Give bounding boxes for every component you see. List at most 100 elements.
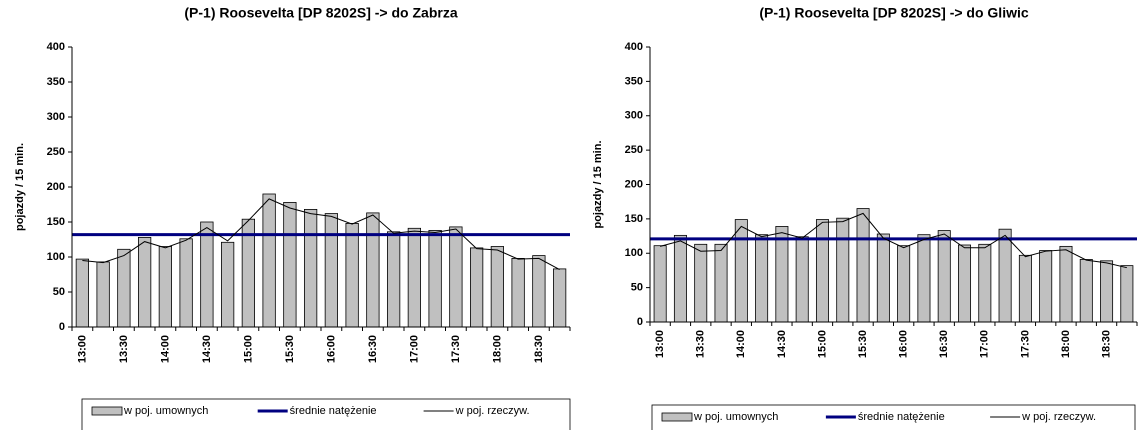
y-tick-label: 300 (625, 110, 643, 122)
y-tick-label: 300 (47, 111, 65, 123)
bar (653, 245, 667, 323)
x-tick-label: 13:30 (118, 335, 130, 363)
bar (1100, 260, 1114, 323)
x-tick-label: 15:00 (816, 330, 828, 358)
bar (1120, 265, 1134, 323)
x-tick-label: 18:00 (491, 335, 503, 363)
bar (469, 247, 484, 328)
y-axis-label: pojazdy / 15 min. (14, 143, 26, 231)
x-tick-label: 14:30 (776, 330, 788, 358)
y-tick-label: 350 (625, 75, 643, 87)
x-tick-label: 18:30 (1100, 330, 1112, 358)
y-tick-label: 0 (637, 316, 643, 328)
legend-label: średnie natężenie (290, 405, 377, 417)
chart-title: (P-1) Roosevelta [DP 8202S] -> do Zabrza (184, 5, 457, 21)
bar (836, 217, 850, 323)
x-tick-label: 17:30 (450, 335, 462, 363)
bar (511, 257, 525, 328)
x-tick-label: 16:00 (325, 335, 337, 363)
x-tick-label: 15:30 (284, 335, 296, 363)
y-tick-label: 50 (53, 286, 65, 298)
bar (958, 244, 972, 323)
bar (158, 246, 172, 328)
y-tick-label: 150 (625, 213, 643, 225)
x-tick-label: 15:00 (242, 335, 254, 363)
bar (283, 201, 297, 328)
x-tick-label: 16:00 (898, 330, 910, 358)
y-tick-label: 0 (59, 321, 65, 333)
bar (532, 255, 546, 328)
x-tick-label: 18:00 (1060, 330, 1072, 358)
bar (137, 236, 152, 328)
bar (1059, 245, 1073, 323)
bar (553, 268, 567, 328)
bar (490, 246, 504, 328)
y-tick-label: 100 (625, 247, 643, 259)
x-tick-label: 16:30 (938, 330, 950, 358)
line-series (660, 212, 1127, 269)
y-tick-label: 350 (47, 76, 65, 88)
y-axis-label: pojazdy / 15 min. (592, 140, 604, 228)
bar (366, 212, 380, 328)
legend-label: w poj. umownych (693, 411, 778, 423)
bar (937, 230, 951, 323)
legend-box (651, 404, 1136, 430)
bar (856, 208, 870, 323)
x-tick-label: 15:30 (857, 330, 869, 358)
legend-box (81, 398, 571, 430)
y-tick-label: 400 (47, 41, 65, 53)
y-tick-label: 250 (625, 144, 643, 156)
x-tick-label: 17:30 (1019, 330, 1031, 358)
x-tick-label: 17:00 (408, 335, 420, 363)
bar (795, 236, 809, 323)
y-tick-label: 50 (631, 282, 643, 294)
bar (755, 234, 769, 323)
x-tick-label: 14:30 (201, 335, 213, 363)
x-tick-label: 14:00 (735, 330, 747, 358)
bar (220, 241, 235, 328)
x-tick-label: 13:00 (76, 335, 88, 363)
x-tick-label: 14:00 (159, 335, 171, 363)
y-tick-label: 100 (47, 251, 65, 263)
bar (714, 243, 728, 323)
legend-swatch (91, 406, 123, 416)
y-tick-label: 200 (625, 178, 643, 190)
y-tick-label: 150 (47, 216, 65, 228)
bar (978, 243, 992, 323)
x-tick-label: 13:30 (695, 330, 707, 358)
bar (917, 234, 931, 323)
legend-swatch (661, 412, 693, 422)
bar (324, 213, 338, 328)
bar (75, 258, 90, 328)
bar (345, 222, 359, 328)
y-tick-label: 250 (47, 146, 65, 158)
bar (998, 228, 1012, 323)
legend-label: w poj. rzeczyw. (455, 405, 530, 417)
bar (200, 221, 214, 328)
bar (815, 219, 829, 323)
bar (897, 245, 911, 323)
bar (449, 226, 463, 328)
bar (386, 231, 401, 328)
x-tick-label: 16:30 (367, 335, 379, 363)
bar (673, 234, 687, 323)
legend-label: w poj. umownych (123, 405, 208, 417)
bar (1018, 254, 1032, 323)
legend-label: w poj. rzeczyw. (1021, 411, 1096, 423)
bar (407, 227, 421, 328)
bar (1079, 259, 1093, 323)
bar (303, 208, 318, 328)
x-tick-label: 18:30 (533, 335, 545, 363)
bar (775, 226, 789, 323)
x-tick-label: 17:00 (979, 330, 991, 358)
line-series (82, 198, 560, 271)
chart-title: (P-1) Roosevelta [DP 8202S] -> do Gliwic (759, 5, 1029, 21)
bar (117, 248, 131, 328)
legend-label: średnie natężenie (858, 411, 945, 423)
bar (876, 233, 890, 323)
bar (694, 243, 708, 323)
bar (96, 261, 110, 328)
bar (1039, 250, 1053, 323)
x-tick-label: 13:00 (654, 330, 666, 358)
